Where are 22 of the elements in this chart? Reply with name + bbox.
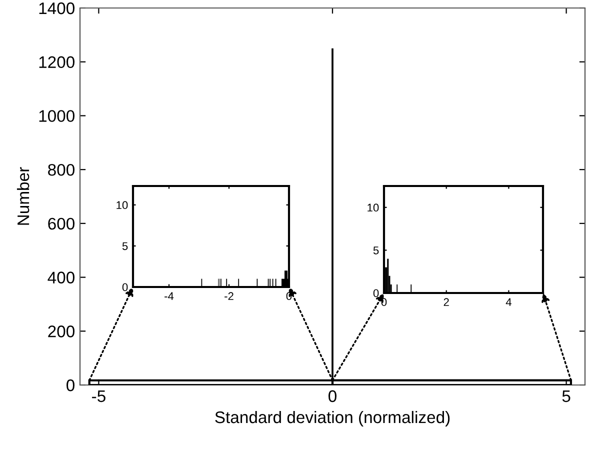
x-tick-label: -2 — [224, 292, 234, 300]
y-tick-label: 0 — [66, 379, 74, 392]
x-tick-label: 5 — [562, 390, 570, 402]
x-axis-title: Standard deviation (normalized) — [215, 410, 450, 426]
y-tick-label: 200 — [48, 326, 74, 338]
y-tick-label: 600 — [48, 218, 74, 230]
y-tick-label: 5 — [122, 242, 128, 250]
y-tick-label: 5 — [373, 246, 379, 254]
y-tick-label: 1000 — [39, 110, 74, 122]
x-tick-label: 2 — [444, 298, 449, 306]
y-tick-label: 800 — [48, 164, 74, 176]
y-tick-label: 1200 — [39, 56, 74, 68]
y-tick-label: 10 — [368, 204, 379, 212]
y-tick-label: 10 — [116, 201, 128, 210]
x-tick-label: 4 — [506, 298, 512, 306]
x-tick-label: 0 — [328, 390, 336, 402]
y-tick-label: 0 — [122, 283, 128, 292]
y-tick-label: 400 — [48, 272, 74, 284]
x-tick-label: -5 — [92, 390, 106, 402]
y-tick-label: 1400 — [39, 2, 74, 14]
x-tick-label: -4 — [164, 292, 174, 300]
y-axis-title: Number — [16, 167, 30, 225]
